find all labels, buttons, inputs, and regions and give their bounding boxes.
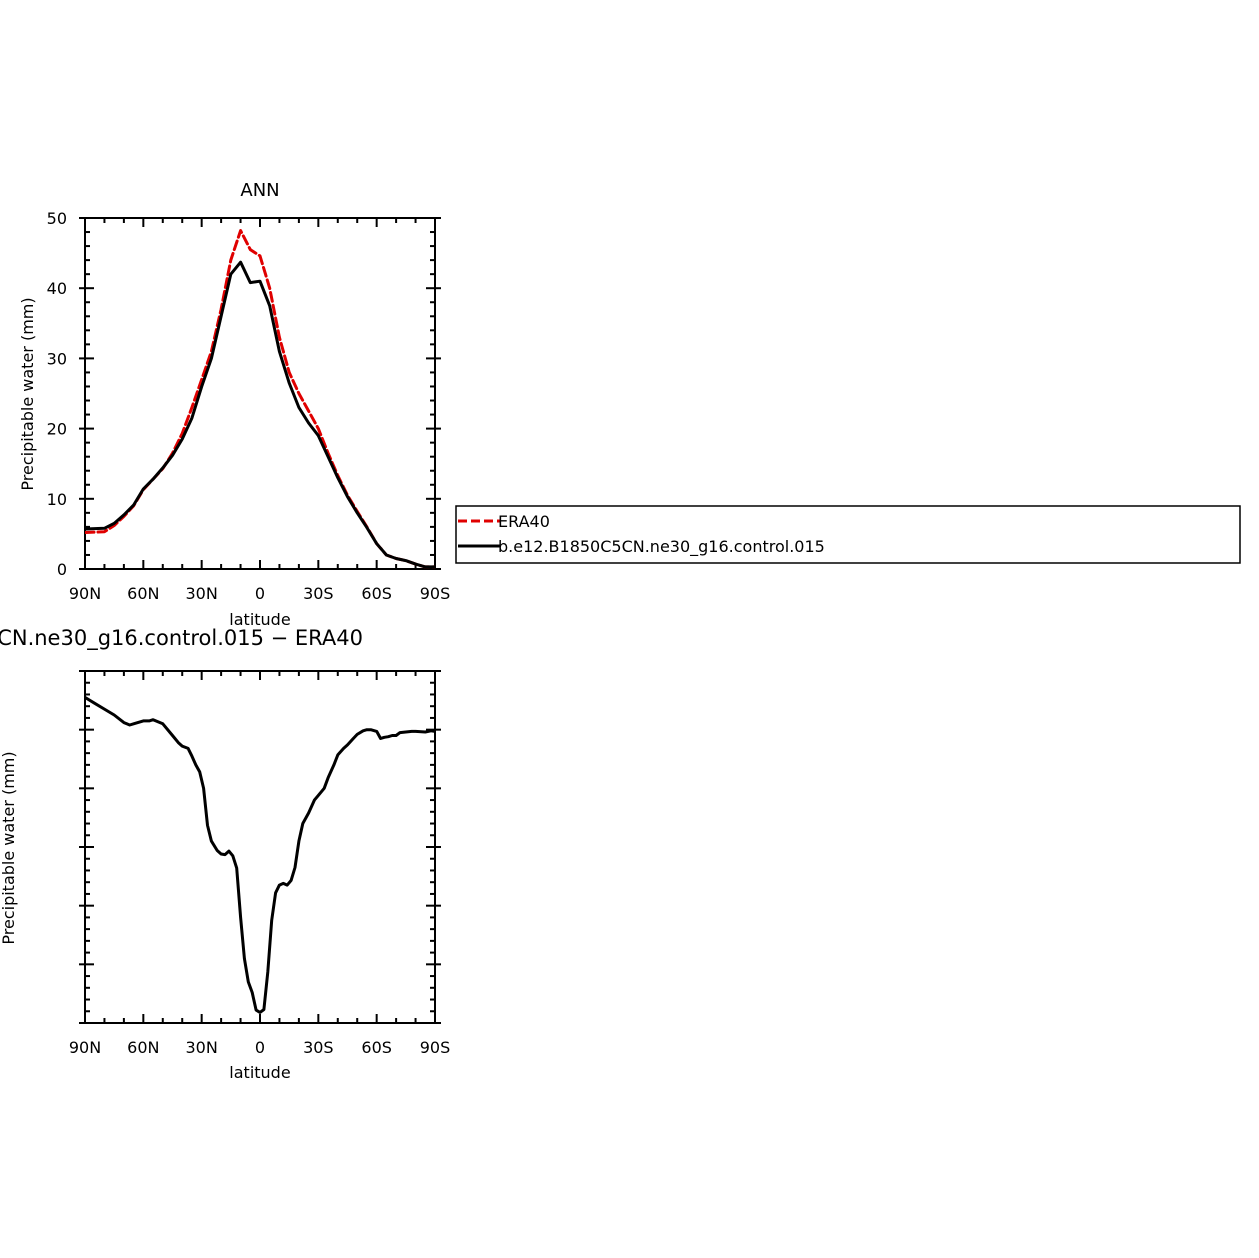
x-tick-label: 30N bbox=[186, 1038, 218, 1057]
x-tick-label: 0 bbox=[255, 584, 265, 603]
x-tick-label: 0 bbox=[255, 1038, 265, 1057]
bottom-chart-title: b.e12.B1850C5CN.ne30_g16.control.015 − E… bbox=[0, 626, 363, 651]
x-tick-label: 60S bbox=[361, 584, 392, 603]
x-tick-label: 60S bbox=[361, 1038, 392, 1057]
x-tick-label: 90N bbox=[69, 584, 101, 603]
x-tick-label: 90S bbox=[420, 584, 451, 603]
y-tick-label: 0 bbox=[57, 560, 67, 579]
y-tick-label: 10 bbox=[47, 490, 67, 509]
x-tick-label: 30S bbox=[303, 584, 334, 603]
x-tick-label: 30N bbox=[186, 584, 218, 603]
bottom-y-axis-label-mask bbox=[18, 660, 68, 1040]
y-tick-label: 30 bbox=[47, 349, 67, 368]
y-tick-label: 20 bbox=[47, 420, 67, 439]
bottom-x-axis-label: latitude bbox=[229, 1063, 290, 1082]
top-panel: ANN 90N 60N 30N 0 30S 60S 90S 0 10 20 30 40 50 lati… bbox=[18, 180, 450, 629]
top-ticks bbox=[79, 217, 441, 570]
top-chart-title: ANN bbox=[240, 180, 279, 201]
top-y-axis-label: Precipitable water (mm) bbox=[18, 297, 37, 490]
top-x-axis-label: latitude bbox=[229, 610, 290, 629]
bottom-x-tick-labels: 90N 60N 30N 0 30S 60S 90S bbox=[69, 1038, 450, 1057]
legend-label-model: b.e12.B1850C5CN.ne30_g16.control.015 bbox=[498, 537, 825, 557]
y-tick-label: 50 bbox=[47, 209, 67, 228]
bottom-series bbox=[85, 695, 435, 1014]
y-tick-label: 40 bbox=[47, 279, 67, 298]
bottom-panel: b.e12.B1850C5CN.ne30_g16.control.015 − E… bbox=[0, 626, 450, 1082]
legend: ERA40 b.e12.B1850C5CN.ne30_g16.control.0… bbox=[455, 505, 1241, 564]
x-tick-label: 90S bbox=[420, 1038, 451, 1057]
legend-box bbox=[455, 505, 1241, 564]
bottom-y-axis-label: Precipitable water (mm) bbox=[0, 751, 18, 944]
bottom-y-axis-label-mask-top bbox=[0, 660, 22, 740]
legend-label-era40: ERA40 bbox=[498, 512, 550, 531]
x-tick-label: 60N bbox=[127, 584, 159, 603]
bottom-y-axis-label-mask-bottom bbox=[0, 950, 22, 1040]
b-e12-b1850c5cn-ne30-g16-control-015-series-line bbox=[85, 260, 435, 569]
top-x-tick-labels: 90N 60N 30N 0 30S 60S 90S bbox=[69, 584, 450, 603]
x-tick-label: 30S bbox=[303, 1038, 334, 1057]
bottom-ticks bbox=[79, 670, 441, 1024]
top-plot-frame bbox=[84, 217, 436, 570]
x-tick-label: 60N bbox=[127, 1038, 159, 1057]
top-y-tick-labels: 0 10 20 30 40 50 bbox=[47, 209, 67, 579]
difference-series-line bbox=[85, 695, 435, 1014]
x-tick-label: 90N bbox=[69, 1038, 101, 1057]
top-series bbox=[85, 229, 435, 569]
